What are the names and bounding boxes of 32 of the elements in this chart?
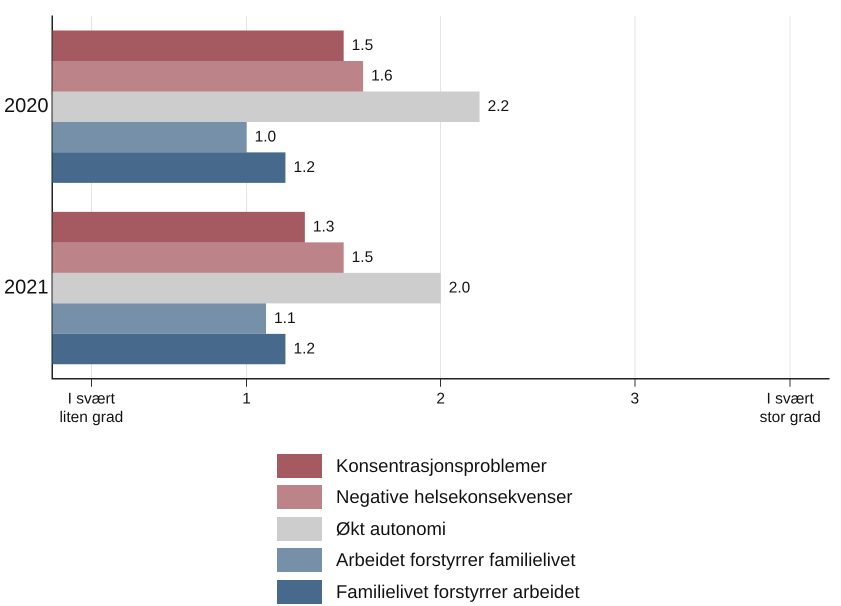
bar [52, 212, 305, 242]
y-tick-label: 2020 [4, 95, 48, 118]
data-label: 1.5 [352, 248, 374, 266]
data-label: 1.0 [254, 128, 277, 146]
x-tick-label: 1 [242, 390, 251, 408]
bar [52, 303, 266, 334]
data-label: 1.3 [312, 218, 334, 236]
data-label: 1.1 [274, 310, 296, 327]
x-tick-label: 3 [630, 390, 640, 408]
legend-label: Familielivet forstyrrer arbeidet [336, 580, 580, 603]
bar [52, 152, 286, 183]
y-tick-label: 2021 [4, 276, 48, 299]
legend-label: Negative helsekonsekvenser [336, 486, 573, 508]
bar [52, 30, 344, 61]
bar [52, 122, 247, 152]
data-label: 1.6 [371, 68, 393, 85]
bar [52, 334, 286, 364]
legend-label: Økt autonomi [336, 518, 446, 540]
bar [52, 60, 364, 92]
bar [52, 272, 441, 304]
data-label: 1.5 [352, 37, 374, 54]
bar [52, 242, 344, 273]
data-label: 2.0 [448, 279, 471, 296]
x-tick-label: I svært stor grad [760, 390, 821, 426]
data-label: 1.2 [293, 340, 316, 358]
legend-label: Arbeidet forstyrrer familielivet [336, 549, 576, 572]
data-label: 2.2 [488, 98, 510, 115]
bar [52, 91, 480, 122]
data-label: 1.2 [293, 158, 316, 176]
x-tick-label: I svært liten grad [59, 390, 124, 426]
legend-label: Konsentrasjonsproblemer [336, 454, 547, 477]
x-tick-label: 2 [436, 390, 446, 408]
